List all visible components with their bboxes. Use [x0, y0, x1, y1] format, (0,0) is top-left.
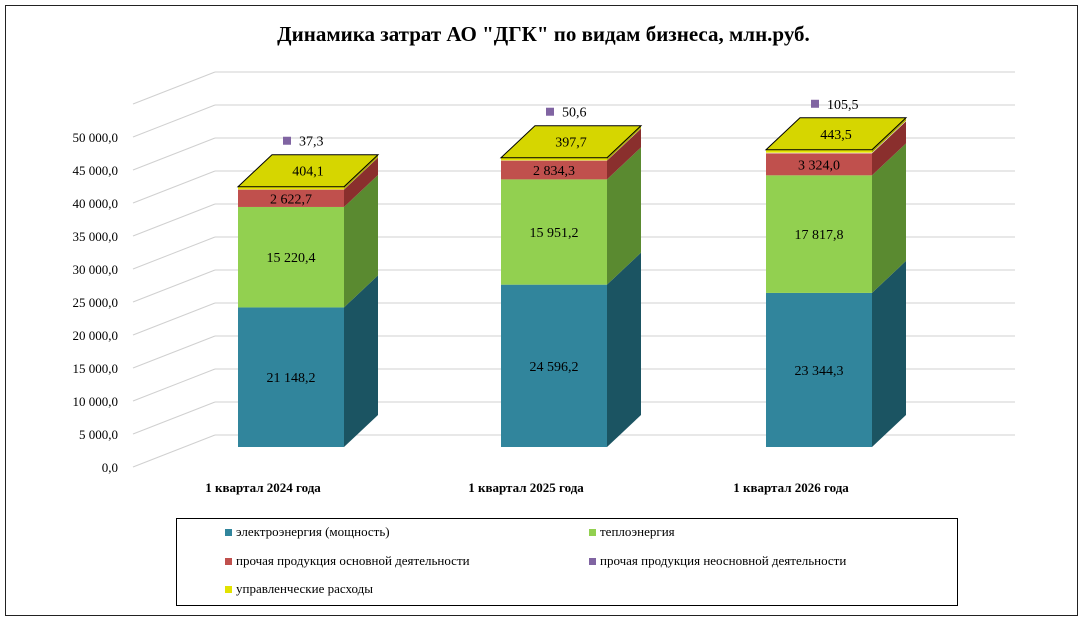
marker-point [546, 107, 554, 116]
data-label: 50,6 [562, 106, 587, 121]
bar-segment [238, 189, 344, 207]
y-tick-label: 35 000,0 [73, 229, 119, 244]
y-tick-label: 30 000,0 [73, 262, 119, 277]
bar-segment [501, 157, 607, 161]
chart-title: Динамика затрат АО "ДГК" по видам бизнес… [277, 22, 810, 46]
data-label: 15 951,2 [530, 226, 579, 241]
gridline-side [132, 137, 216, 171]
bar-side-segment [872, 121, 906, 176]
gridline-side [132, 302, 216, 336]
gridline-side [132, 269, 216, 303]
legend-item: теплоэнергия [589, 524, 675, 540]
legend-item: прочая продукция неосновной деятельности [589, 553, 846, 569]
legend-item: прочая продукция основной деятельности [225, 553, 470, 569]
bar-side-segment [607, 252, 641, 447]
marker-point [811, 99, 819, 108]
bar-side-segment [344, 275, 378, 447]
gridline-side [132, 401, 216, 435]
bar-top-face [499, 125, 643, 159]
bar-segment [238, 307, 344, 447]
data-label: 3 324,0 [798, 158, 840, 173]
marker-point [283, 136, 291, 145]
legend-item: управленческие расходы [225, 581, 373, 597]
data-label: 17 817,8 [795, 228, 844, 243]
data-label: 24 596,2 [530, 360, 579, 375]
chart-legend: электроэнергия (мощность) теплоэнергия про… [176, 518, 958, 606]
data-label: 15 220,4 [267, 251, 316, 266]
y-tick-label: 25 000,0 [73, 295, 119, 310]
gridline-side [132, 170, 216, 204]
legend-swatch [225, 585, 232, 593]
bar-side-segment [872, 260, 906, 447]
data-label: 37,3 [299, 135, 324, 150]
bar-side-segment [344, 174, 378, 308]
bar-top-face [764, 117, 908, 151]
x-tick-label: 1 квартал 2024 года [205, 480, 321, 495]
data-label: 2 834,3 [533, 164, 575, 179]
gridline-side [132, 104, 216, 138]
legend-label: электроэнергия (мощность) [236, 524, 390, 539]
gridline-side [132, 434, 216, 468]
bar-segment [766, 292, 872, 447]
y-tick-label: 50 000,0 [73, 130, 119, 145]
legend-swatch [225, 528, 232, 536]
legend-label: теплоэнергия [600, 524, 675, 539]
data-label: 443,5 [820, 128, 852, 143]
y-tick-label: 15 000,0 [73, 361, 119, 376]
legend-item: электроэнергия (мощность) [225, 524, 390, 540]
bar-segment [501, 179, 607, 285]
data-label: 23 344,3 [795, 364, 844, 379]
bar-side-segment [872, 143, 906, 293]
legend-label: прочая продукция неосновной деятельности [600, 553, 847, 568]
x-tick-label: 1 квартал 2025 года [468, 480, 584, 495]
bar-side-segment [607, 128, 641, 180]
data-label: 404,1 [292, 165, 324, 180]
gridline-side [132, 236, 216, 270]
legend-swatch [589, 557, 596, 565]
bar-side-segment [872, 117, 906, 153]
bar-segment [766, 149, 872, 153]
y-tick-label: 45 000,0 [73, 163, 119, 178]
legend-swatch [225, 557, 232, 565]
gridline-side [132, 335, 216, 369]
y-tick-label: 10 000,0 [73, 394, 119, 409]
legend-label: прочая продукция основной деятельности [236, 553, 470, 568]
bar-segment [501, 160, 607, 180]
y-tick-label: 5 000,0 [79, 427, 118, 442]
data-label: 21 148,2 [267, 371, 316, 386]
bar-top-face [236, 154, 380, 188]
gridline-side [132, 71, 216, 105]
gridline-side [132, 368, 216, 402]
data-label: 105,5 [827, 98, 859, 113]
y-tick-label: 20 000,0 [73, 328, 119, 343]
bar-segment [238, 206, 344, 308]
bar-segment [766, 153, 872, 176]
y-tick-label: 40 000,0 [73, 196, 119, 211]
legend-label: управленческие расходы [236, 581, 373, 596]
bar-side-segment [344, 157, 378, 207]
gridline-side [132, 203, 216, 237]
bar-side-segment [607, 147, 641, 285]
data-label: 2 622,7 [270, 192, 312, 207]
bar-segment [766, 175, 872, 293]
legend-swatch [589, 528, 596, 536]
x-tick-label: 1 квартал 2026 года [733, 480, 849, 495]
data-label: 397,7 [555, 136, 587, 151]
bar-segment [501, 284, 607, 447]
y-tick-label: 0,0 [102, 460, 118, 475]
bar-segment [238, 186, 344, 190]
